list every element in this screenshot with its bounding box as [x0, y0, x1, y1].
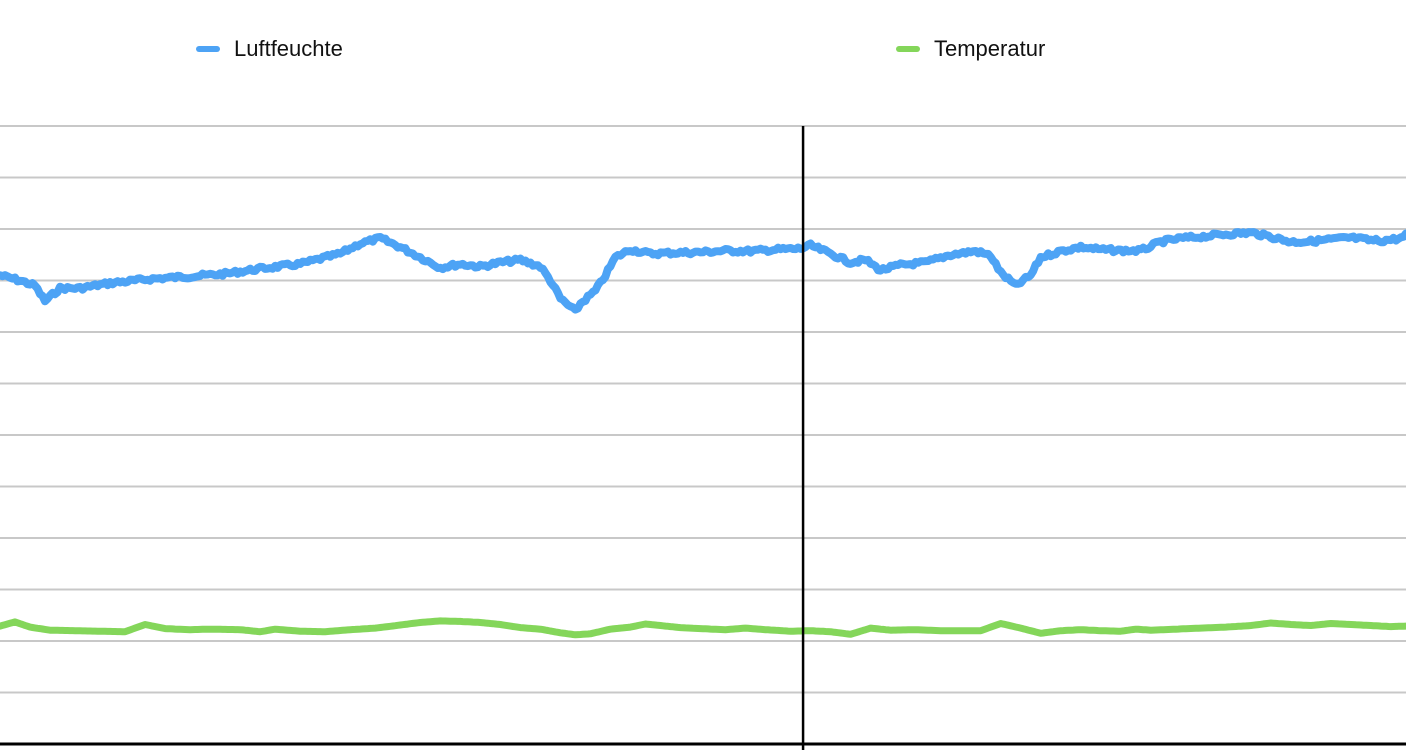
series-line-temperatur: [0, 617, 1406, 639]
series-line-luftfeuchte: [0, 228, 1406, 314]
series-lines: [0, 228, 1406, 639]
legend-label-temperatur: Temperatur: [934, 36, 1046, 61]
legend-item-luftfeuchte: Luftfeuchte: [196, 36, 343, 62]
gridlines: [0, 125, 1406, 694]
legend-swatch-luftfeuchte: [196, 46, 220, 52]
legend-item-temperatur: Temperatur: [896, 36, 1045, 62]
legend-swatch-temperatur: [896, 46, 920, 52]
legend-label-luftfeuchte: Luftfeuchte: [234, 36, 343, 61]
